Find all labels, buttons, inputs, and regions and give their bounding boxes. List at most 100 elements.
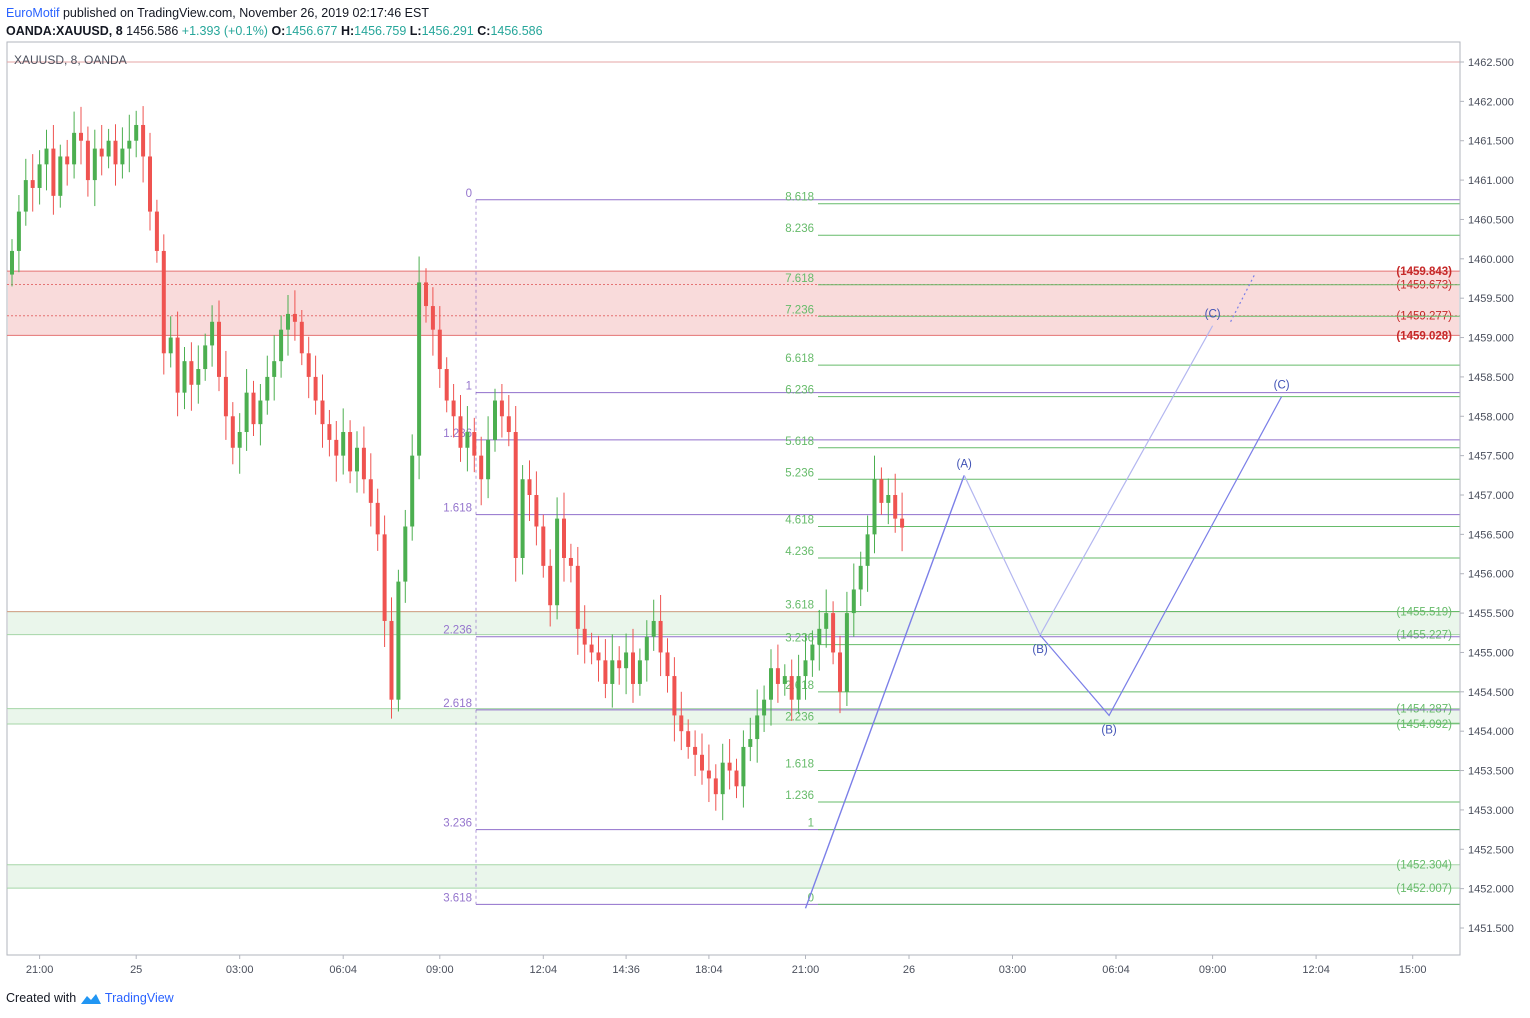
- zone-label: (1455.227): [1396, 630, 1452, 642]
- candle-body: [851, 589, 856, 614]
- zone-label: (1454.092): [1396, 719, 1452, 731]
- fib-left-label: 1.618: [443, 503, 472, 515]
- price-tick-label: 1458.500: [1468, 372, 1514, 384]
- candle-body: [265, 376, 270, 401]
- symbol-label[interactable]: OANDA:XAUUSD, 8: [6, 24, 123, 38]
- price-tick-label: 1455.500: [1468, 608, 1514, 620]
- candle-body: [203, 345, 208, 370]
- fib-left-label: 3.618: [443, 892, 472, 904]
- published-text: published on TradingView.com, November 2…: [62, 6, 429, 20]
- fib-right-label: 5.236: [785, 467, 814, 479]
- fib-right-label: 1.618: [785, 759, 814, 771]
- candle-body: [292, 313, 297, 322]
- candle-body: [900, 518, 905, 528]
- plot-area[interactable]: [6, 41, 1461, 956]
- wave-layer: (A) (B) (B) (C) (C): [804, 274, 1290, 909]
- author-link[interactable]: EuroMotif: [6, 6, 60, 20]
- candle-body: [237, 432, 242, 448]
- candle-body: [534, 495, 539, 527]
- candle-body: [679, 715, 684, 732]
- candle-body: [493, 400, 497, 440]
- candle-body: [734, 770, 739, 787]
- price-tick-label: 1453.000: [1468, 805, 1514, 817]
- candle-body: [85, 140, 90, 181]
- open-value: 1456.677: [285, 24, 338, 38]
- low-label: L:: [409, 24, 422, 38]
- tradingview-logo-icon: [80, 993, 102, 1005]
- candle-body: [472, 432, 477, 456]
- candle-body: [417, 282, 422, 456]
- price-axis[interactable]: 1451.500 1452.000 1452.500 1453.000 1453.500…: [1459, 42, 1514, 955]
- candle-body: [748, 739, 753, 747]
- fib-right-label: 1: [808, 818, 814, 830]
- zone-rect: [8, 708, 1459, 724]
- candle-body: [631, 652, 635, 684]
- high-value: 1456.759: [354, 24, 407, 38]
- time-tick-label: 26: [903, 964, 915, 976]
- fib-right-label: 0: [808, 892, 814, 904]
- zone-label: (1452.304): [1396, 860, 1452, 872]
- fib-left-label: 0: [466, 188, 472, 200]
- candle-body: [562, 518, 566, 558]
- candle-body: [568, 557, 573, 566]
- zone-label: (1459.843): [1396, 266, 1452, 278]
- candle-body: [844, 613, 849, 692]
- candle-body: [217, 321, 221, 377]
- wave-label: (C): [1274, 380, 1290, 392]
- candle-body: [361, 447, 366, 480]
- wave-label: (C): [1205, 309, 1221, 321]
- candle-body: [755, 715, 760, 740]
- chart-title: XAUUSD, 8, OANDA: [14, 53, 127, 67]
- fib-right-label: 4.618: [785, 514, 814, 526]
- candle-body: [700, 754, 704, 771]
- time-axis[interactable]: 21:00 25 03:00 06:04 09:00 12:04 14:36 18:04 21:…: [26, 955, 1427, 976]
- candle-body: [782, 676, 787, 684]
- candle-body: [437, 329, 442, 370]
- high-label: H:: [340, 24, 355, 38]
- wave-arrow: [1230, 274, 1256, 323]
- footer: Created with TradingView: [6, 991, 174, 1005]
- candle-body: [789, 676, 794, 700]
- candle-body: [403, 526, 408, 582]
- candle-body: [775, 668, 780, 684]
- candle-body: [796, 676, 801, 700]
- time-tick-label: 03:00: [226, 964, 254, 976]
- price-tick-label: 1456.500: [1468, 529, 1514, 541]
- candle-body: [375, 502, 380, 535]
- candle-body: [306, 353, 311, 377]
- candle-body: [741, 746, 746, 787]
- candle-body: [161, 250, 166, 354]
- candle-body: [168, 337, 173, 354]
- candle-body: [51, 148, 56, 196]
- fib-right-label: 7.236: [785, 304, 814, 316]
- zone-rect: [8, 611, 1459, 635]
- zone-rect: [8, 864, 1459, 889]
- candle-body: [720, 762, 725, 795]
- candle-body: [120, 148, 125, 165]
- candle-body: [672, 676, 677, 716]
- candle-body: [313, 376, 318, 401]
- fib-right-label: 6.618: [785, 353, 814, 365]
- price-change: +1.393 (+0.1%): [181, 24, 268, 38]
- candle-body: [230, 416, 235, 448]
- close-label: C:: [477, 24, 491, 38]
- time-tick-label: 18:04: [695, 964, 723, 976]
- candle-body: [831, 613, 836, 653]
- price-tick-label: 1460.000: [1468, 254, 1514, 266]
- candles-layer: [10, 106, 905, 821]
- price-tick-label: 1459.500: [1468, 293, 1514, 305]
- fib-right-label: 5.618: [785, 436, 814, 448]
- candle-body: [658, 620, 663, 653]
- candle-body: [223, 376, 228, 417]
- candle-body: [210, 321, 215, 346]
- candle-body: [58, 156, 63, 196]
- candle-body: [189, 361, 194, 385]
- candle-body: [686, 731, 691, 747]
- candle-body: [424, 282, 428, 307]
- time-tick-label: 21:00: [26, 964, 54, 976]
- tradingview-brand[interactable]: TradingView: [104, 991, 174, 1005]
- candle-body: [72, 132, 77, 165]
- price-tick-label: 1454.000: [1468, 726, 1514, 738]
- candle-body: [762, 699, 767, 716]
